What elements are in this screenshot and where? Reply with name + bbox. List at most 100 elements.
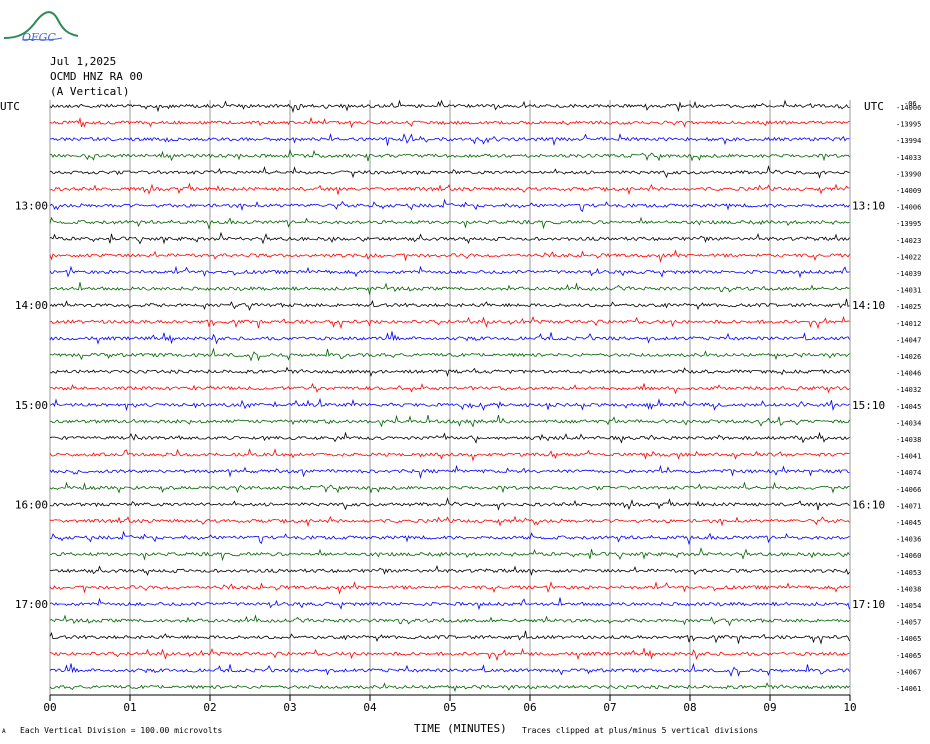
trace-28: [49, 547, 850, 562]
trace-4: [49, 148, 850, 162]
left-time-label: 16:00: [15, 498, 48, 511]
trace-19: [49, 397, 850, 412]
trace-offset-label: -14045: [896, 403, 921, 411]
x-tick-label: 10: [843, 701, 856, 714]
logo-icon: OFGC: [3, 11, 79, 44]
trace-27: [50, 530, 850, 546]
trace-offset-label: -14066: [896, 486, 921, 494]
trace-7: [49, 198, 850, 213]
trace-23: [49, 464, 850, 479]
trace-2: [49, 116, 850, 129]
trace-offset-label: -14045: [896, 519, 921, 527]
trace-offset-label: -14041: [896, 453, 921, 461]
left-utc-label: UTC: [0, 100, 20, 113]
trace-9: [49, 231, 850, 245]
trace-15: [49, 331, 850, 345]
trace-offset-label: -14009: [896, 187, 921, 195]
trace-offset-label: -14071: [896, 502, 921, 510]
right-time-label: 14:10: [852, 299, 885, 312]
trace-offset-label: -14061: [896, 685, 921, 693]
trace-offset-label: -14012: [896, 320, 921, 328]
trace-offset-label: -14046: [896, 370, 921, 378]
trace-24: [49, 481, 850, 494]
x-tick-label: 08: [683, 701, 696, 714]
right-utc-label: UTC: [864, 100, 884, 113]
trace-offset-label: -14031: [896, 287, 921, 295]
trace-29: [49, 564, 850, 576]
right-time-label: 15:10: [852, 399, 885, 412]
trace-offset-label: -14022: [896, 253, 921, 261]
trace-10: [49, 249, 850, 263]
left-time-label: 17:00: [15, 598, 48, 611]
trace-offset-label: -14036: [896, 536, 921, 544]
trace-offset-label: -14026: [896, 353, 921, 361]
trace-11: [49, 265, 850, 279]
trace-offset-label: -14047: [896, 336, 921, 344]
trace-offset-label: -14006: [896, 104, 921, 112]
x-tick-label: 09: [763, 701, 776, 714]
trace-offset-label: -14023: [896, 237, 921, 245]
trace-20: [50, 414, 850, 428]
trace-offset-label: -14074: [896, 469, 921, 477]
trace-13: [49, 298, 850, 312]
svg-text:OFGC: OFGC: [22, 31, 56, 44]
trace-offset-label: -14039: [896, 270, 921, 278]
trace-18: [49, 382, 850, 395]
trace-offset-label: -14057: [896, 619, 921, 627]
x-tick-label: 06: [523, 701, 536, 714]
trace-14: [49, 315, 850, 330]
clip-note: Traces clipped at plus/minus 5 vertical …: [522, 726, 759, 735]
x-tick-label: 00: [43, 701, 56, 714]
trace-offset-label: -14032: [896, 386, 921, 394]
trace-offset-label: -14060: [896, 552, 921, 560]
trace-offset-label: -13995: [896, 220, 921, 228]
trace-22: [49, 448, 850, 462]
trace-12: [49, 282, 850, 296]
x-tick-label: 02: [203, 701, 216, 714]
trace-offset-label: -13990: [896, 170, 921, 178]
trace-offset-label: -13994: [896, 137, 921, 145]
right-time-label: 17:10: [852, 598, 885, 611]
trace-34: [49, 647, 850, 662]
trace-26: [49, 515, 850, 528]
x-axis-title: TIME (MINUTES): [414, 722, 507, 735]
component-label: (A Vertical): [50, 85, 130, 98]
trace-offset-label: -14034: [896, 419, 921, 427]
trace-offset-label: -14006: [896, 204, 921, 212]
trace-21: [49, 431, 850, 444]
trace-offset-label: -14033: [896, 154, 921, 162]
trace-3: [50, 132, 850, 147]
x-tick-label: 01: [123, 701, 136, 714]
trace-offset-label: -14054: [896, 602, 921, 610]
seismic-traces: [49, 99, 850, 693]
trace-32: [49, 614, 850, 627]
trace-16: [49, 347, 850, 362]
trace-17: [50, 366, 850, 378]
trace-33: [49, 630, 850, 645]
axis-labels: 00 01 02 03 04 05 06 07 08 09 10 -14006 -13995 -13994…: [0, 100, 921, 714]
right-time-label: 16:10: [852, 498, 885, 511]
right-time-label: 13:10: [852, 200, 885, 213]
trace-offset-label: -14065: [896, 652, 921, 660]
x-tick-label: 05: [443, 701, 456, 714]
trace-30: [49, 580, 850, 595]
trace-offset-label: -13995: [896, 121, 921, 129]
trace-offset-label: -14038: [896, 436, 921, 444]
left-time-label: 13:00: [15, 200, 48, 213]
trace-25: [49, 497, 850, 511]
trace-1: [49, 99, 850, 114]
x-tick-label: 07: [603, 701, 616, 714]
plot-grid: [49, 100, 851, 701]
right-top-label: -06: [904, 100, 917, 108]
trace-offset-label: -14053: [896, 569, 921, 577]
left-time-label: 14:00: [15, 299, 48, 312]
trace-6: [49, 182, 850, 196]
trace-35: [49, 662, 850, 678]
scale-note: Each Vertical Division = 100.00 microvol…: [20, 726, 223, 735]
trace-8: [49, 216, 850, 230]
trace-offset-label: -14067: [896, 668, 921, 676]
station-label: OCMD HNZ RA 00: [50, 70, 143, 83]
left-time-label: 15:00: [15, 399, 48, 412]
trace-31: [49, 597, 850, 611]
